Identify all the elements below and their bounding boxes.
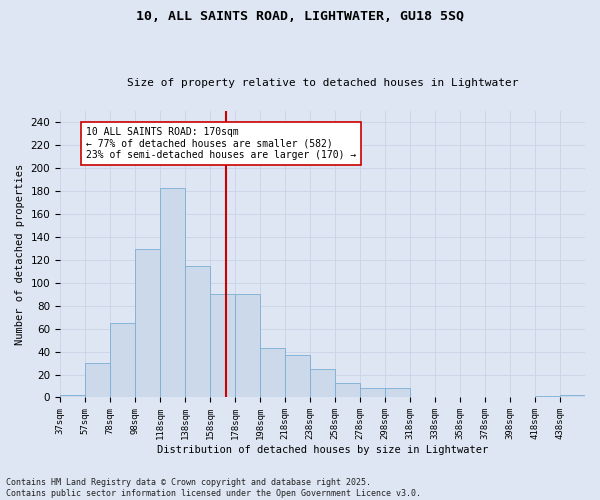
Text: 10, ALL SAINTS ROAD, LIGHTWATER, GU18 5SQ: 10, ALL SAINTS ROAD, LIGHTWATER, GU18 5S… xyxy=(136,10,464,23)
Bar xyxy=(235,294,260,398)
Bar xyxy=(385,388,410,398)
Bar xyxy=(560,395,585,398)
Bar xyxy=(260,348,285,398)
Text: Contains HM Land Registry data © Crown copyright and database right 2025.
Contai: Contains HM Land Registry data © Crown c… xyxy=(6,478,421,498)
Bar xyxy=(210,294,235,398)
Bar xyxy=(135,248,160,398)
Bar xyxy=(310,369,335,398)
Bar xyxy=(360,388,385,398)
Bar xyxy=(110,323,135,398)
X-axis label: Distribution of detached houses by size in Lightwater: Distribution of detached houses by size … xyxy=(157,445,488,455)
Bar xyxy=(335,382,360,398)
Bar xyxy=(285,355,310,398)
Bar xyxy=(160,188,185,398)
Bar xyxy=(60,395,85,398)
Bar xyxy=(535,396,560,398)
Y-axis label: Number of detached properties: Number of detached properties xyxy=(15,164,25,345)
Bar xyxy=(85,363,110,398)
Text: 10 ALL SAINTS ROAD: 170sqm
← 77% of detached houses are smaller (582)
23% of sem: 10 ALL SAINTS ROAD: 170sqm ← 77% of deta… xyxy=(86,127,356,160)
Bar xyxy=(185,266,210,398)
Title: Size of property relative to detached houses in Lightwater: Size of property relative to detached ho… xyxy=(127,78,518,88)
